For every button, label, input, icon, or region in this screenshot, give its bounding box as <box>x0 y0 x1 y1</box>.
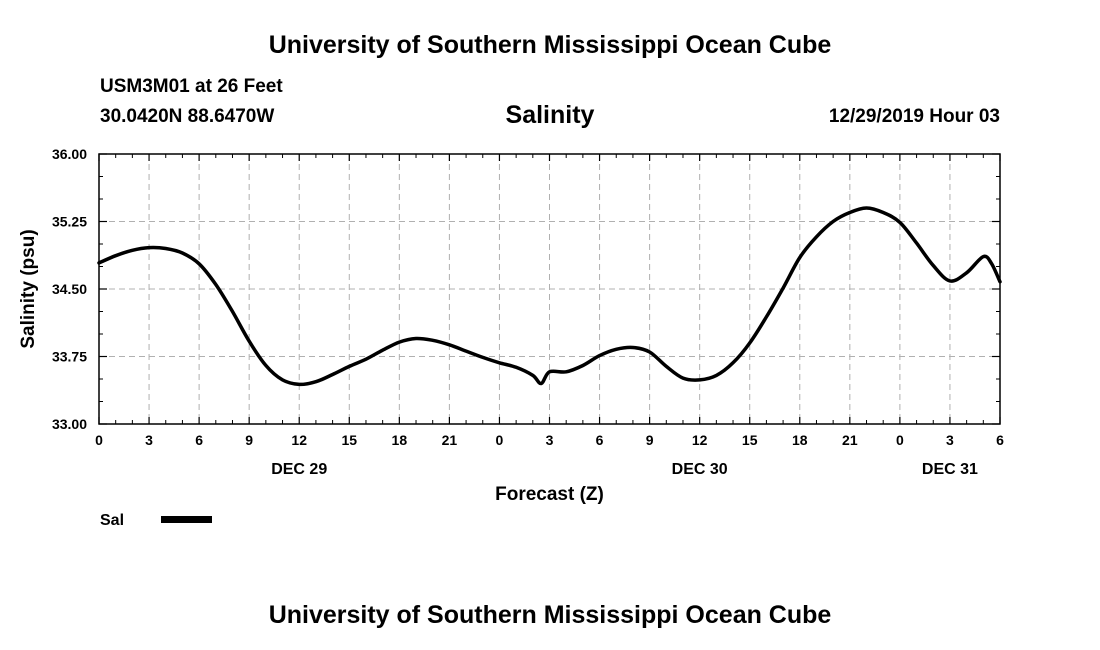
x-tick-label: 0 <box>95 432 103 448</box>
y-tick-label: 33.00 <box>52 416 87 432</box>
x-tick-label: 15 <box>742 432 758 448</box>
y-tick-label: 35.25 <box>52 214 87 230</box>
x-tick-label: 21 <box>842 432 858 448</box>
legend-label: Sal <box>100 512 124 529</box>
y-tick-label: 36.00 <box>52 146 87 162</box>
y-axis-title: Salinity (psu) <box>18 229 39 348</box>
x-axis-title: Forecast (Z) <box>495 484 604 505</box>
y-tick-label: 33.75 <box>52 349 87 365</box>
x-tick-label: 9 <box>646 432 654 448</box>
plot-frame <box>98 153 1001 425</box>
x-tick-label: 6 <box>996 432 1004 448</box>
x-tick-label: 6 <box>596 432 604 448</box>
x-tick-label: 6 <box>195 432 203 448</box>
salinity-series-line <box>97 206 1002 387</box>
date-label: DEC 29 <box>271 461 327 478</box>
date-label: DEC 31 <box>922 461 978 478</box>
x-tick-label: 9 <box>245 432 253 448</box>
y-tick-label: 34.50 <box>52 281 87 297</box>
x-tick-label: 12 <box>692 432 708 448</box>
x-tick-label: 0 <box>496 432 504 448</box>
x-tick-label: 12 <box>291 432 307 448</box>
x-tick-label: 3 <box>946 432 954 448</box>
x-tick-label: 3 <box>546 432 554 448</box>
x-tick-label: 0 <box>896 432 904 448</box>
chart-footer-title: University of Southern Mississippi Ocean… <box>268 601 832 629</box>
chart-title: Salinity <box>505 101 595 129</box>
legend-swatch <box>161 516 212 523</box>
x-tick-label: 3 <box>145 432 153 448</box>
x-tick-label: 18 <box>792 432 808 448</box>
x-tick-label: 15 <box>341 432 357 448</box>
station-coordinates: 30.0420N 88.6470W <box>100 106 275 127</box>
station-name: USM3M01 at 26 Feet <box>100 76 283 97</box>
forecast-timestamp: 12/29/2019 Hour 03 <box>828 106 1000 127</box>
x-tick-label: 18 <box>392 432 408 448</box>
chart-header-title: University of Southern Mississippi Ocean… <box>268 31 832 59</box>
date-label: DEC 30 <box>672 461 728 478</box>
x-tick-label: 21 <box>442 432 458 448</box>
